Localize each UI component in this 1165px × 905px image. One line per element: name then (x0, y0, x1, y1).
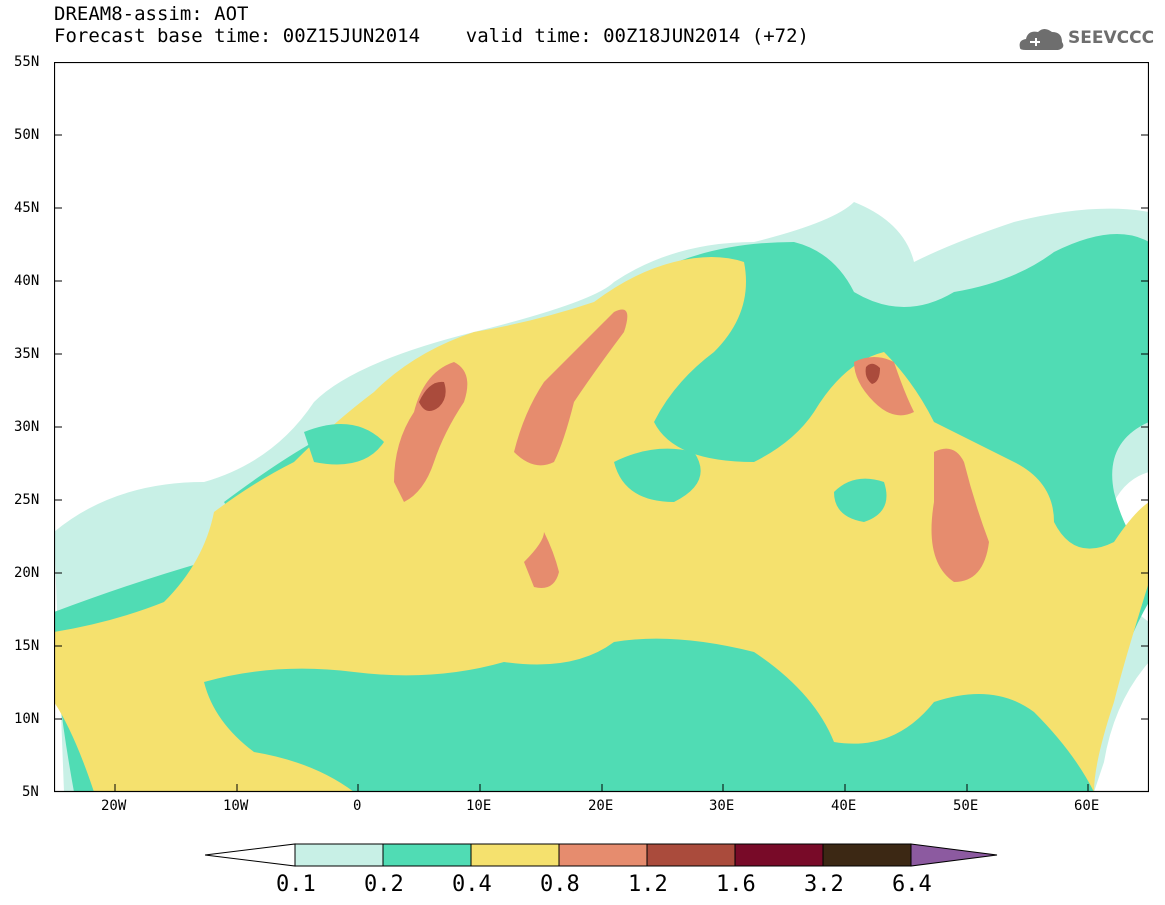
aot-sahel-band (204, 638, 1094, 792)
aot-green-patch-2 (304, 424, 384, 465)
longitude-ticks (114, 784, 1089, 792)
lat-label: 20N (14, 565, 40, 581)
lat-label: 55N (14, 54, 40, 70)
colorbar (205, 843, 998, 867)
colorbar-swatch (822, 843, 912, 867)
colorbar-label: 6.4 (892, 872, 932, 897)
aot-band-veryhigh-2 (865, 363, 880, 384)
lon-label: 20E (588, 798, 614, 814)
colorbar-swatch (558, 843, 648, 867)
lat-label: 15N (14, 638, 40, 654)
aot-map (54, 62, 1149, 793)
aot-green-patch-1 (614, 448, 701, 502)
lat-label: 10N (14, 711, 40, 727)
lat-label: 30N (14, 419, 40, 435)
colorbar-label: 0.4 (452, 872, 492, 897)
aot-band-veryhigh-1 (419, 381, 446, 411)
lat-label: 5N (22, 784, 39, 800)
colorbar-label: 0.8 (540, 872, 580, 897)
colorbar-label: 0.1 (276, 872, 316, 897)
colorbar-label: 0.2 (364, 872, 404, 897)
colorbar-label: 1.2 (628, 872, 668, 897)
lat-label: 25N (14, 492, 40, 508)
aot-green-patch-3 (834, 478, 887, 522)
lon-label: 50E (953, 798, 979, 814)
logo-text: SEEVCCC (1068, 28, 1155, 48)
lon-label: 10E (466, 798, 492, 814)
lat-label: 45N (14, 200, 40, 216)
forecast-time-line: Forecast base time: 00Z15JUN2014 valid t… (54, 25, 809, 47)
colorbar-swatch (470, 843, 560, 867)
colorbar-swatch (646, 843, 736, 867)
aot-band-high-2 (514, 309, 628, 466)
colorbar-arrow-left (205, 843, 296, 867)
colorbar-swatch (294, 843, 384, 867)
lon-label: 60E (1074, 798, 1100, 814)
lon-label: 0 (353, 798, 362, 814)
lat-label: 50N (14, 127, 40, 143)
lon-label: 10W (223, 798, 249, 814)
lon-label: 20W (101, 798, 127, 814)
lon-label: 40E (831, 798, 857, 814)
lat-label: 40N (14, 273, 40, 289)
aot-band-high-1 (394, 362, 468, 502)
colorbar-label: 1.6 (716, 872, 756, 897)
aot-field (54, 202, 1149, 792)
cloud-logo-icon (1019, 29, 1064, 50)
aot-band-high-3 (524, 532, 559, 588)
lat-label: 35N (14, 346, 40, 362)
lon-label: 30E (709, 798, 735, 814)
colorbar-swatch (382, 843, 472, 867)
chart-title: DREAM8-assim: AOT (54, 3, 249, 25)
aot-band-high-5 (931, 448, 989, 582)
colorbar-swatch (734, 843, 824, 867)
latitude-ticks (54, 62, 1149, 720)
colorbar-arrow-right (910, 843, 998, 867)
colorbar-label: 3.2 (804, 872, 844, 897)
